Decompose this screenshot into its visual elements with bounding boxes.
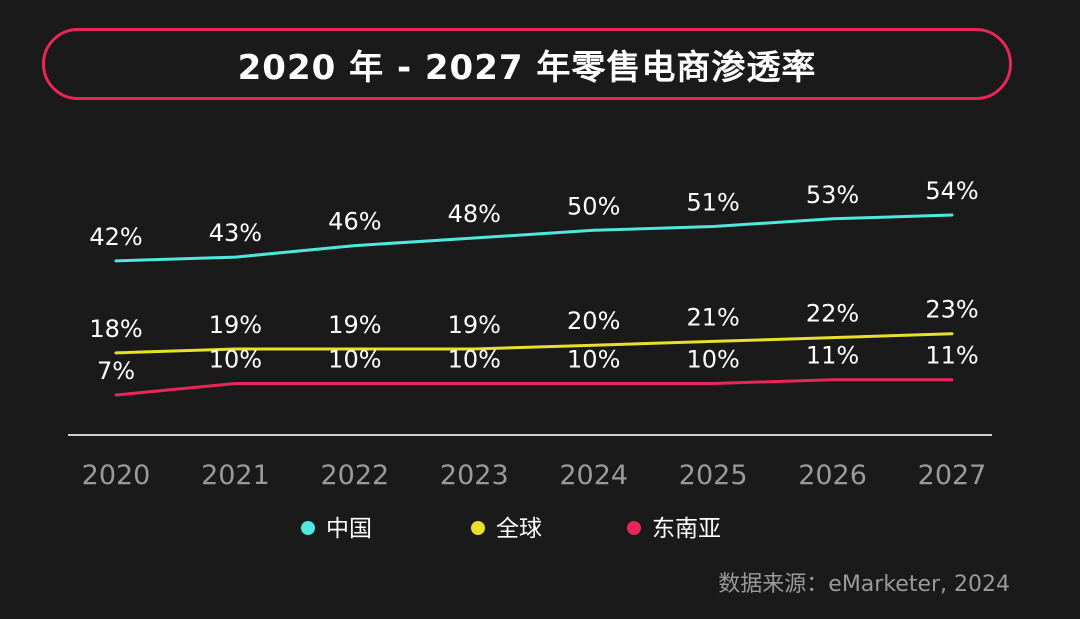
series-line-china xyxy=(114,213,954,263)
data-label-china-2025: 51% xyxy=(686,188,739,216)
data-label-global-2026: 22% xyxy=(806,300,859,328)
data-label-global-2024: 20% xyxy=(567,307,620,335)
series-layer xyxy=(114,213,954,397)
chart-title-frame: 2020 年 - 2027 年零售电商渗透率 xyxy=(42,28,1012,100)
data-label-sea-2023: 10% xyxy=(448,346,501,374)
x-tick-label-2024: 2024 xyxy=(559,460,628,491)
data-label-china-2022: 46% xyxy=(328,208,381,236)
legend-marker-sea xyxy=(627,521,641,535)
x-tick-layer: 2020 2021 2022 2023 2024 2025 2026 2027 xyxy=(82,460,987,491)
data-label-china-2027: 54% xyxy=(925,177,978,205)
data-label-china-2020: 42% xyxy=(89,223,142,251)
legend-label-global: 全球 xyxy=(496,516,542,542)
data-label-sea-2021: 10% xyxy=(209,346,262,374)
legend-label-china: 中国 xyxy=(326,516,372,542)
legend-label-sea: 东南亚 xyxy=(652,516,721,542)
source-note: 数据来源：eMarketer, 2024 xyxy=(718,572,1010,597)
data-label-global-2020: 18% xyxy=(89,315,142,343)
data-label-china-2026: 53% xyxy=(806,181,859,209)
data-label-global-2025: 21% xyxy=(686,303,739,331)
data-label-global-2022: 19% xyxy=(328,311,381,339)
data-label-sea-2022: 10% xyxy=(328,346,381,374)
data-label-china-2023: 48% xyxy=(448,200,501,228)
chart-title: 2020 年 - 2027 年零售电商渗透率 xyxy=(237,47,817,88)
legend: 中国 全球 东南亚 xyxy=(301,516,721,542)
data-label-china-2021: 43% xyxy=(209,219,262,247)
data-label-global-2023: 19% xyxy=(448,311,501,339)
x-tick-label-2022: 2022 xyxy=(320,460,389,491)
series-line-sea xyxy=(114,378,954,397)
data-label-sea-2025: 10% xyxy=(686,346,739,374)
x-tick-label-2025: 2025 xyxy=(679,460,748,491)
data-label-global-2027: 23% xyxy=(925,296,978,324)
series-line-global xyxy=(114,332,954,355)
data-label-layer: 42% 43% 46% 48% 50% 51% 53% 54% 18% 19% 19% 19% 20% 2… xyxy=(89,177,978,385)
x-tick-label-2023: 2023 xyxy=(440,460,509,491)
data-label-sea-2026: 11% xyxy=(806,342,859,370)
data-label-sea-2020: 7% xyxy=(97,357,135,385)
legend-marker-china xyxy=(301,521,315,535)
data-label-sea-2027: 11% xyxy=(925,342,978,370)
x-tick-label-2027: 2027 xyxy=(918,460,987,491)
x-tick-label-2021: 2021 xyxy=(201,460,270,491)
legend-marker-global xyxy=(471,521,485,535)
x-tick-label-2026: 2026 xyxy=(798,460,867,491)
data-label-china-2024: 50% xyxy=(567,192,620,220)
data-label-sea-2024: 10% xyxy=(567,346,620,374)
data-label-global-2021: 19% xyxy=(209,311,262,339)
x-tick-label-2020: 2020 xyxy=(82,460,151,491)
